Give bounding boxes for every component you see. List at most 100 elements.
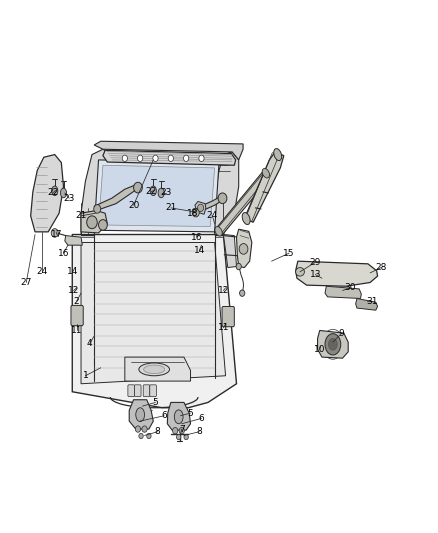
Text: 27: 27 xyxy=(21,278,32,287)
Ellipse shape xyxy=(199,155,204,161)
Polygon shape xyxy=(318,330,348,358)
Polygon shape xyxy=(94,184,139,211)
Polygon shape xyxy=(65,236,82,245)
Ellipse shape xyxy=(134,182,142,193)
Ellipse shape xyxy=(184,434,188,440)
Ellipse shape xyxy=(94,205,101,213)
Text: 5: 5 xyxy=(187,409,194,417)
Text: 11: 11 xyxy=(71,326,82,335)
Polygon shape xyxy=(215,152,239,235)
Text: 22: 22 xyxy=(145,188,157,196)
Ellipse shape xyxy=(192,208,199,217)
Text: 4: 4 xyxy=(87,340,92,348)
Ellipse shape xyxy=(215,227,222,236)
Polygon shape xyxy=(237,229,252,268)
Polygon shape xyxy=(195,201,206,214)
Text: 8: 8 xyxy=(196,427,202,436)
Ellipse shape xyxy=(139,363,170,376)
Ellipse shape xyxy=(174,410,183,424)
Text: 24: 24 xyxy=(207,212,218,220)
Text: 18: 18 xyxy=(187,209,198,217)
Text: 15: 15 xyxy=(283,249,295,257)
Text: 21: 21 xyxy=(75,212,87,220)
Ellipse shape xyxy=(122,155,127,161)
Ellipse shape xyxy=(87,216,97,229)
FancyBboxPatch shape xyxy=(134,385,141,397)
FancyBboxPatch shape xyxy=(150,385,156,397)
Polygon shape xyxy=(244,152,284,222)
Text: 12: 12 xyxy=(68,286,79,295)
Text: 6: 6 xyxy=(198,414,205,423)
FancyBboxPatch shape xyxy=(143,385,150,397)
Text: 22: 22 xyxy=(47,189,58,197)
Text: 12: 12 xyxy=(218,286,229,295)
Polygon shape xyxy=(325,286,361,298)
Ellipse shape xyxy=(317,344,321,349)
Text: 29: 29 xyxy=(310,258,321,266)
Polygon shape xyxy=(167,402,191,430)
Polygon shape xyxy=(81,149,112,235)
Text: 11: 11 xyxy=(218,324,229,332)
Ellipse shape xyxy=(153,155,158,161)
Ellipse shape xyxy=(236,263,241,270)
Text: 17: 17 xyxy=(51,230,63,239)
Polygon shape xyxy=(193,196,223,214)
Polygon shape xyxy=(125,357,191,381)
Ellipse shape xyxy=(239,244,248,254)
Text: 31: 31 xyxy=(367,297,378,305)
Text: 14: 14 xyxy=(194,246,205,255)
Polygon shape xyxy=(94,160,219,232)
Ellipse shape xyxy=(142,426,147,432)
Text: 10: 10 xyxy=(314,345,325,353)
Ellipse shape xyxy=(240,290,245,296)
Text: 9: 9 xyxy=(339,329,345,337)
Ellipse shape xyxy=(158,188,164,198)
Text: 16: 16 xyxy=(58,249,69,257)
Polygon shape xyxy=(215,172,272,233)
Text: 7: 7 xyxy=(179,425,185,433)
Ellipse shape xyxy=(150,186,156,196)
Ellipse shape xyxy=(262,168,269,178)
Ellipse shape xyxy=(168,155,173,161)
Text: 30: 30 xyxy=(345,284,356,292)
FancyBboxPatch shape xyxy=(128,385,134,397)
Text: 24: 24 xyxy=(36,268,47,276)
Text: 5: 5 xyxy=(152,398,159,407)
Polygon shape xyxy=(223,235,237,268)
Text: 13: 13 xyxy=(310,270,321,279)
Ellipse shape xyxy=(325,334,341,355)
Polygon shape xyxy=(99,165,215,227)
Polygon shape xyxy=(103,150,236,165)
Polygon shape xyxy=(31,155,64,232)
Ellipse shape xyxy=(60,188,67,198)
Ellipse shape xyxy=(144,365,165,374)
Text: 23: 23 xyxy=(160,189,171,197)
Ellipse shape xyxy=(242,213,250,224)
Ellipse shape xyxy=(296,268,304,276)
FancyBboxPatch shape xyxy=(71,305,83,326)
Ellipse shape xyxy=(99,220,107,230)
Polygon shape xyxy=(81,243,226,384)
Ellipse shape xyxy=(328,338,337,350)
Ellipse shape xyxy=(173,427,178,434)
Text: 8: 8 xyxy=(155,427,161,436)
Polygon shape xyxy=(296,261,378,286)
Text: 16: 16 xyxy=(191,233,203,241)
Text: 6: 6 xyxy=(161,411,167,420)
Ellipse shape xyxy=(147,433,151,439)
Text: 23: 23 xyxy=(64,194,75,203)
Ellipse shape xyxy=(51,229,58,237)
Text: 2: 2 xyxy=(74,297,79,305)
Ellipse shape xyxy=(139,433,143,439)
Ellipse shape xyxy=(179,427,184,434)
Ellipse shape xyxy=(135,426,141,432)
Polygon shape xyxy=(356,298,378,310)
Text: 14: 14 xyxy=(67,268,78,276)
Polygon shape xyxy=(129,400,153,429)
Ellipse shape xyxy=(52,186,58,196)
Text: 21: 21 xyxy=(165,204,177,212)
Text: 20: 20 xyxy=(128,201,139,209)
Ellipse shape xyxy=(136,408,145,422)
Polygon shape xyxy=(72,235,237,408)
Ellipse shape xyxy=(184,155,189,161)
